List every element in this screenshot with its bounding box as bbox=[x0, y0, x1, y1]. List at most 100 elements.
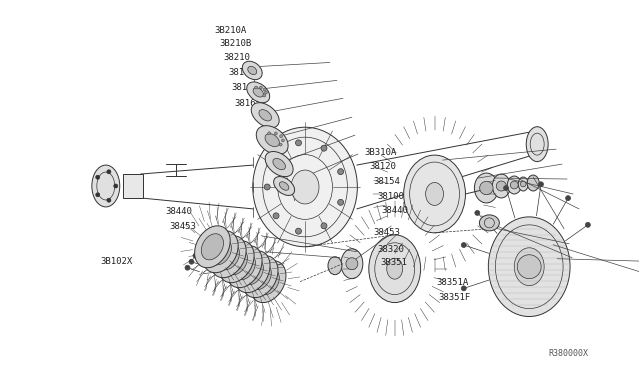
Text: 3B102X: 3B102X bbox=[100, 257, 132, 266]
Circle shape bbox=[201, 241, 206, 246]
Ellipse shape bbox=[195, 226, 230, 268]
Circle shape bbox=[461, 286, 467, 291]
Ellipse shape bbox=[202, 234, 223, 260]
Ellipse shape bbox=[248, 66, 257, 74]
Ellipse shape bbox=[527, 175, 539, 191]
Ellipse shape bbox=[273, 158, 285, 170]
Text: 38420: 38420 bbox=[233, 264, 260, 273]
Ellipse shape bbox=[328, 257, 342, 275]
Circle shape bbox=[566, 196, 571, 201]
Text: 3B210A: 3B210A bbox=[215, 26, 247, 35]
Ellipse shape bbox=[526, 127, 548, 161]
Circle shape bbox=[480, 181, 493, 195]
Ellipse shape bbox=[92, 165, 120, 207]
Circle shape bbox=[496, 181, 506, 191]
Circle shape bbox=[263, 88, 266, 91]
Circle shape bbox=[107, 170, 111, 174]
Text: 38165: 38165 bbox=[234, 99, 260, 108]
Ellipse shape bbox=[341, 249, 363, 279]
Ellipse shape bbox=[265, 151, 293, 177]
Ellipse shape bbox=[280, 182, 289, 190]
Circle shape bbox=[586, 222, 590, 227]
Circle shape bbox=[475, 211, 480, 215]
Ellipse shape bbox=[291, 170, 319, 204]
Ellipse shape bbox=[243, 61, 262, 80]
Ellipse shape bbox=[241, 259, 263, 285]
Text: 38453: 38453 bbox=[373, 228, 400, 237]
Ellipse shape bbox=[474, 173, 499, 203]
Circle shape bbox=[264, 184, 270, 190]
Circle shape bbox=[107, 198, 111, 202]
Bar bbox=[123, 174, 143, 198]
Circle shape bbox=[193, 253, 198, 258]
Ellipse shape bbox=[426, 183, 444, 205]
Ellipse shape bbox=[253, 127, 357, 247]
Ellipse shape bbox=[369, 235, 420, 302]
Circle shape bbox=[185, 265, 190, 270]
Circle shape bbox=[259, 86, 262, 89]
Text: 38440: 38440 bbox=[382, 206, 409, 215]
Ellipse shape bbox=[256, 126, 288, 155]
Circle shape bbox=[282, 139, 284, 142]
Ellipse shape bbox=[243, 256, 278, 298]
Text: 38210: 38210 bbox=[223, 53, 250, 62]
Ellipse shape bbox=[515, 248, 544, 286]
Text: 38351F: 38351F bbox=[438, 293, 471, 302]
Ellipse shape bbox=[404, 155, 465, 233]
Circle shape bbox=[96, 175, 100, 179]
Ellipse shape bbox=[508, 176, 521, 194]
Circle shape bbox=[346, 258, 358, 270]
Text: 38440: 38440 bbox=[166, 208, 193, 217]
Circle shape bbox=[296, 140, 301, 146]
Text: R380000X: R380000X bbox=[548, 349, 588, 358]
Ellipse shape bbox=[488, 217, 570, 317]
Circle shape bbox=[96, 193, 100, 197]
Ellipse shape bbox=[234, 251, 270, 293]
Ellipse shape bbox=[252, 103, 279, 128]
Text: 38453: 38453 bbox=[170, 221, 196, 231]
Text: 38189: 38189 bbox=[229, 68, 256, 77]
Text: 38320: 38320 bbox=[378, 244, 404, 253]
Ellipse shape bbox=[218, 241, 254, 283]
Circle shape bbox=[520, 181, 526, 187]
Ellipse shape bbox=[227, 246, 262, 288]
Circle shape bbox=[273, 213, 279, 219]
Text: 38140: 38140 bbox=[232, 83, 259, 92]
Circle shape bbox=[321, 223, 327, 229]
Text: 3B351: 3B351 bbox=[381, 258, 408, 267]
Ellipse shape bbox=[250, 261, 286, 303]
Text: 38100: 38100 bbox=[378, 192, 404, 201]
Circle shape bbox=[510, 181, 518, 189]
Ellipse shape bbox=[253, 88, 264, 97]
Circle shape bbox=[338, 169, 344, 174]
Circle shape bbox=[321, 145, 327, 151]
Circle shape bbox=[263, 94, 266, 97]
Ellipse shape bbox=[492, 174, 510, 198]
Ellipse shape bbox=[203, 231, 238, 273]
Circle shape bbox=[275, 132, 277, 135]
Ellipse shape bbox=[233, 254, 255, 280]
Ellipse shape bbox=[217, 244, 239, 270]
Circle shape bbox=[264, 91, 268, 94]
Text: 3B210B: 3B210B bbox=[220, 39, 252, 48]
Ellipse shape bbox=[211, 236, 246, 278]
Circle shape bbox=[268, 132, 271, 135]
Circle shape bbox=[461, 243, 467, 247]
Ellipse shape bbox=[518, 177, 528, 191]
Ellipse shape bbox=[249, 264, 271, 290]
Circle shape bbox=[189, 259, 194, 264]
Ellipse shape bbox=[225, 248, 248, 275]
Ellipse shape bbox=[257, 269, 279, 295]
Text: 38351A: 38351A bbox=[436, 278, 468, 287]
Circle shape bbox=[255, 86, 257, 89]
Ellipse shape bbox=[387, 258, 403, 279]
Circle shape bbox=[538, 182, 543, 187]
Ellipse shape bbox=[209, 239, 232, 265]
Circle shape bbox=[517, 255, 541, 279]
Ellipse shape bbox=[479, 215, 499, 231]
Circle shape bbox=[338, 199, 344, 205]
Ellipse shape bbox=[247, 82, 269, 103]
Circle shape bbox=[279, 143, 282, 146]
Circle shape bbox=[273, 155, 279, 161]
Circle shape bbox=[296, 228, 301, 234]
